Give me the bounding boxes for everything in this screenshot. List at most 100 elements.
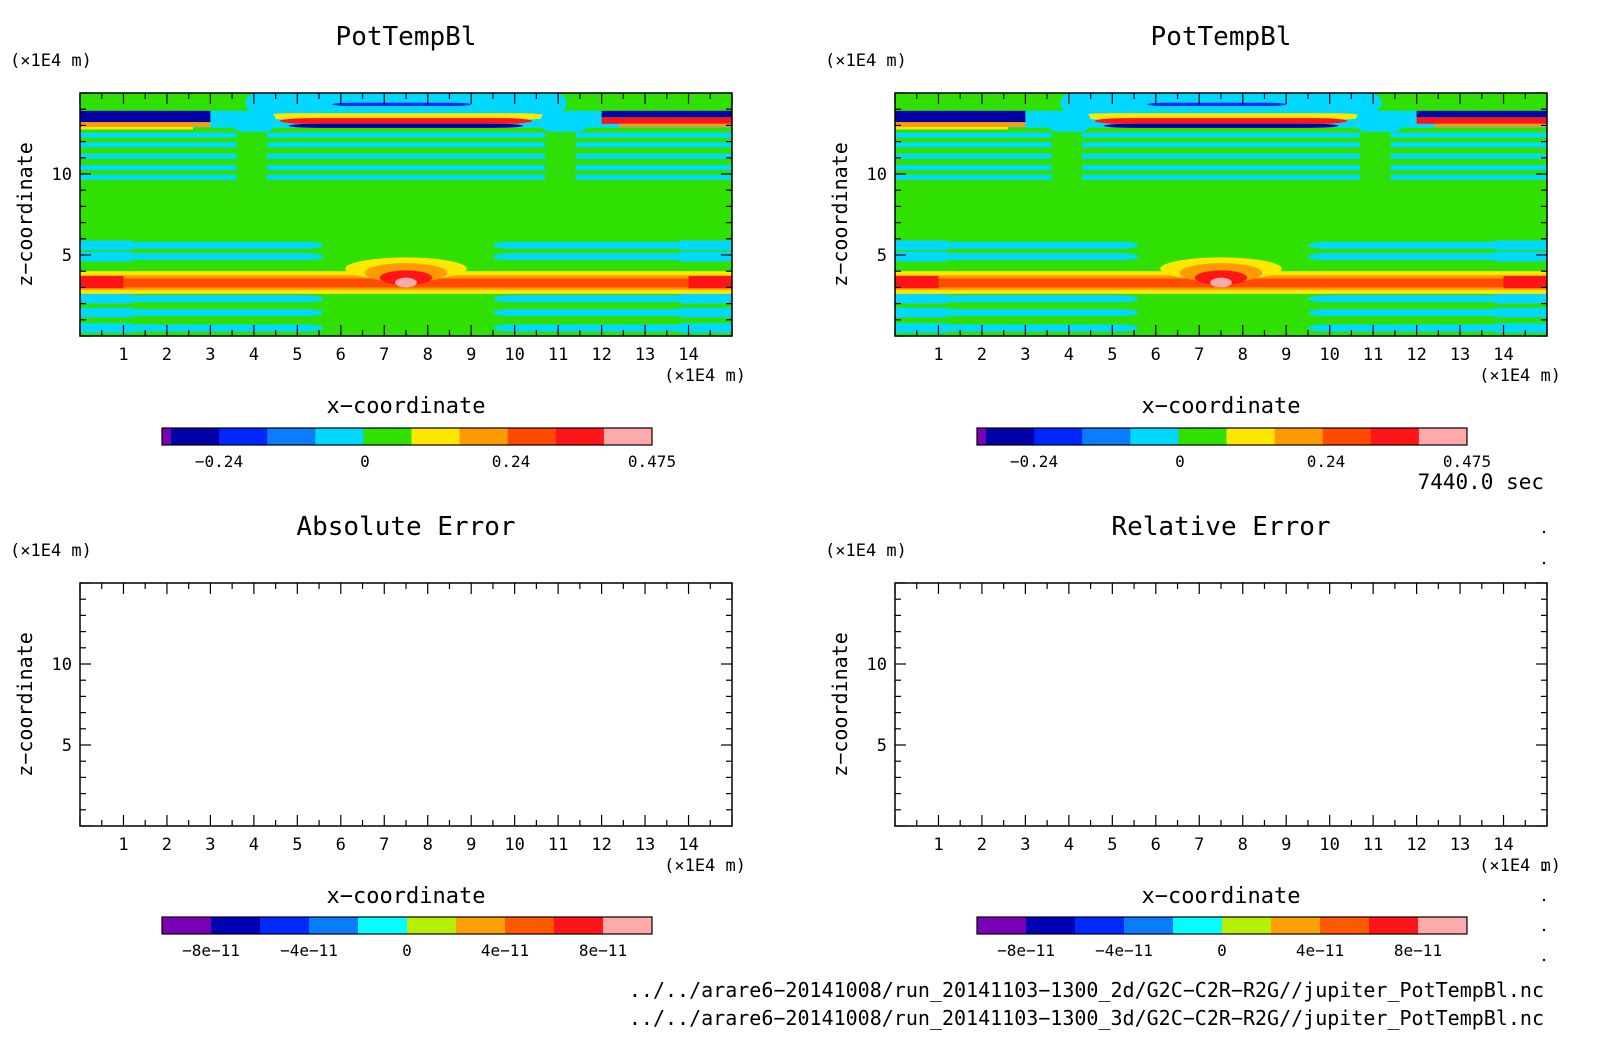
cyan-band [895,251,948,262]
cyan-band [80,153,732,159]
x-tick-label: 6 [1151,345,1161,365]
x-tick-label: 7 [379,345,389,365]
x-tick-label: 3 [205,345,215,365]
colorbar-label: −4e−11 [1095,941,1153,960]
x-tick-label: 11 [1363,345,1383,365]
x-tick-label: 7 [1194,835,1204,855]
colorbar-segment [315,428,364,445]
band-gap [1051,174,1082,180]
cyan-band [1494,251,1547,262]
colorbar-label: 0.24 [492,452,531,471]
stray-dot [1542,898,1546,902]
x-tick-label: 9 [466,835,476,855]
cyan-band [1494,307,1547,318]
colorbar-segment [554,917,604,934]
x-tick-label: 14 [678,835,698,855]
upper-warm-layer [895,127,1009,130]
x-tick-label: 4 [249,835,259,855]
x-tick-label: 3 [205,835,215,855]
x-tick-label: 12 [591,345,611,365]
colorbar-segment [603,917,653,934]
colorbar-segment [1173,917,1223,934]
colorbar-segment [171,428,220,445]
colorbar-frame [976,916,1468,935]
band-gap [1051,132,1082,138]
upper-warm-layer [601,117,732,124]
x-tick-label: 12 [1406,835,1426,855]
bump-core [379,270,433,285]
colorbar-segment [555,428,605,445]
upper-warm-layer [80,127,194,130]
cyan-band [895,142,1547,148]
colorbar-segment [162,917,212,934]
colorbar-label: 8e−11 [1394,941,1442,960]
upper-cold-layer [1103,123,1339,128]
panel-1: PotTempBl(×1E4 m)1 2 3 4 5 6 7 8 9 10 11 12 13 14510(… [10,22,746,471]
panel-title: Absolute Error [296,512,515,542]
colorbar-segment [459,428,509,445]
colorbar-segment [507,428,557,445]
panel-title: Relative Error [1111,512,1330,542]
colorbar-segment [456,917,506,934]
cyan-band [679,240,732,251]
x-tick-label: 5 [1107,835,1117,855]
x-tick-label: 4 [1064,345,1074,365]
y-scale-label: (×1E4 m) [825,51,907,71]
colorbar-segment [1124,917,1174,934]
colorbar-segment [219,428,268,445]
cyan-band [679,307,732,318]
colorbar-frame [161,427,653,446]
stray-dot [1542,561,1546,565]
cyan-band [895,308,1139,317]
colorbar: −8e−11 −4e−11 0 4e−11 8e−11 [976,916,1468,960]
cyan-band [1494,323,1547,333]
x-tick-label: 10 [504,835,524,855]
colorbar-segment [1369,917,1419,934]
colorbar-segment [986,428,1035,445]
x-tick-label: 1 [118,835,128,855]
cyan-band [80,240,133,251]
y-tick-label: 10 [52,655,72,675]
y-tick-label: 5 [62,736,72,756]
upper-cold-layer [895,110,1026,123]
colorbar-segment [358,917,408,934]
cyan-band [1494,293,1547,304]
cyan-gap [1047,110,1091,132]
colorbar-segment [1178,428,1227,445]
x-tick-label: 13 [635,835,655,855]
x-tick-label: 9 [1281,835,1291,855]
cyan-band [80,253,324,261]
file-path-2: ../../arare6−20141008/run_20141103−1300_… [628,1006,1544,1030]
y-tick-label: 5 [62,246,72,266]
upper-warm-layer [80,122,211,128]
cyan-band [1307,308,1547,317]
cyan-band [895,295,1139,303]
x-tick-label: 5 [1107,345,1117,365]
cyan-band [895,307,948,318]
colorbar-segment [1075,917,1125,934]
stray-dot [1542,530,1546,534]
colorbar: −8e−11 −4e−11 0 4e−11 8e−11 [161,916,653,960]
band-gap [1051,153,1082,159]
colorbar-label: 0.24 [1307,452,1346,471]
warm-layer-edge [688,276,732,289]
x-tick-label: 8 [1238,835,1248,855]
upper-warm-layer [1094,118,1348,124]
colorbar-label: 0.475 [1443,452,1491,471]
colorbar-segment [1130,428,1179,445]
cyan-band [1307,253,1547,261]
x-tick-label: 12 [1406,345,1426,365]
colorbar: −0.24 0 0.24 0.475 [976,427,1491,471]
upper-warm-layer [895,122,1026,128]
colorbar-segment [260,917,310,934]
x-tick-label: 13 [1450,835,1470,855]
cyan-band [895,153,1547,159]
y-tick-label: 10 [867,655,887,675]
cyan-band [895,164,1547,171]
x-tick-label: 14 [678,345,698,365]
colorbar-frame [161,916,653,935]
x-tick-label: 5 [292,835,302,855]
cyan-band [1494,240,1547,251]
panel-2: PotTempBl(×1E4 m)1 2 3 4 5 6 7 8 9 10 11 12 13 14510(… [825,22,1561,471]
colorbar-label: −4e−11 [280,941,338,960]
